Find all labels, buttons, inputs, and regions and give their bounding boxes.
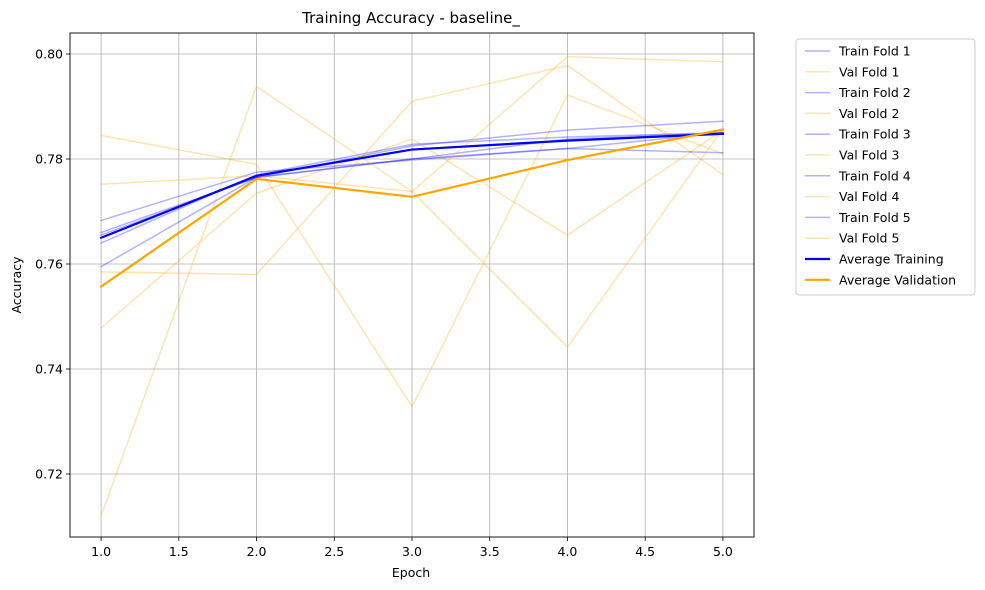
legend-label-train-fold-3: Train Fold 3	[838, 127, 911, 142]
legend: Train Fold 1 Val Fold 1 Train Fold 2 Val Fo…	[795, 38, 976, 296]
legend-label-val-fold-5: Val Fold 5	[839, 231, 899, 246]
x-tick-label: 3.0	[402, 544, 422, 559]
x-tick-label: 3.5	[480, 544, 500, 559]
legend-label-average-validation: Average Validation	[839, 272, 956, 287]
x-axis-title: Epoch	[392, 565, 430, 580]
series-line-val-fold-3	[100, 94, 724, 408]
x-tick-label: 4.0	[558, 544, 578, 559]
series-line-val-fold-5	[100, 55, 724, 517]
series-line-average-training	[99, 132, 725, 240]
series-line-train-fold-2	[100, 120, 724, 268]
y-tick-label: 0.76	[35, 257, 63, 272]
legend-label-average-training: Average Training	[839, 252, 944, 267]
x-tick-label: 2.5	[324, 544, 344, 559]
legend-label-val-fold-2: Val Fold 2	[839, 106, 899, 121]
y-tick-label: 0.72	[35, 467, 63, 482]
series-lines	[99, 55, 725, 517]
x-tick-label: 1.0	[91, 544, 111, 559]
legend-label-train-fold-4: Train Fold 4	[838, 168, 911, 183]
y-axis-ticks: 0.72 0.74 0.76 0.78 0.80	[35, 47, 70, 482]
grid	[70, 33, 754, 537]
series-line-val-fold-4	[100, 127, 724, 348]
x-axis-ticks: 1.0 1.5 2.0 2.5 3.0 3.5 4.0 4.5 5.0	[91, 537, 733, 559]
series-line-val-fold-1	[100, 64, 724, 276]
y-tick-label: 0.78	[35, 152, 63, 167]
legend-label-val-fold-1: Val Fold 1	[839, 64, 899, 79]
legend-box	[795, 38, 976, 296]
x-tick-label: 2.0	[247, 544, 267, 559]
y-tick-label: 0.74	[35, 362, 63, 377]
chart-title: Training Accuracy - baseline_	[301, 9, 520, 28]
x-tick-label: 5.0	[713, 544, 733, 559]
legend-label-val-fold-4: Val Fold 4	[839, 189, 899, 204]
legend-label-train-fold-2: Train Fold 2	[838, 85, 911, 100]
series-line-average-validation	[99, 128, 725, 289]
y-tick-label: 0.80	[35, 47, 63, 62]
x-tick-label: 4.5	[635, 544, 655, 559]
series-line-val-fold-2	[100, 129, 724, 330]
x-tick-label: 1.5	[169, 544, 189, 559]
legend-label-train-fold-1: Train Fold 1	[838, 44, 911, 59]
legend-label-train-fold-5: Train Fold 5	[838, 210, 911, 225]
legend-label-val-fold-3: Val Fold 3	[839, 148, 899, 163]
legend-items: Train Fold 1 Val Fold 1 Train Fold 2 Val Fo…	[805, 44, 956, 287]
y-axis-title: Accuracy	[9, 256, 24, 314]
